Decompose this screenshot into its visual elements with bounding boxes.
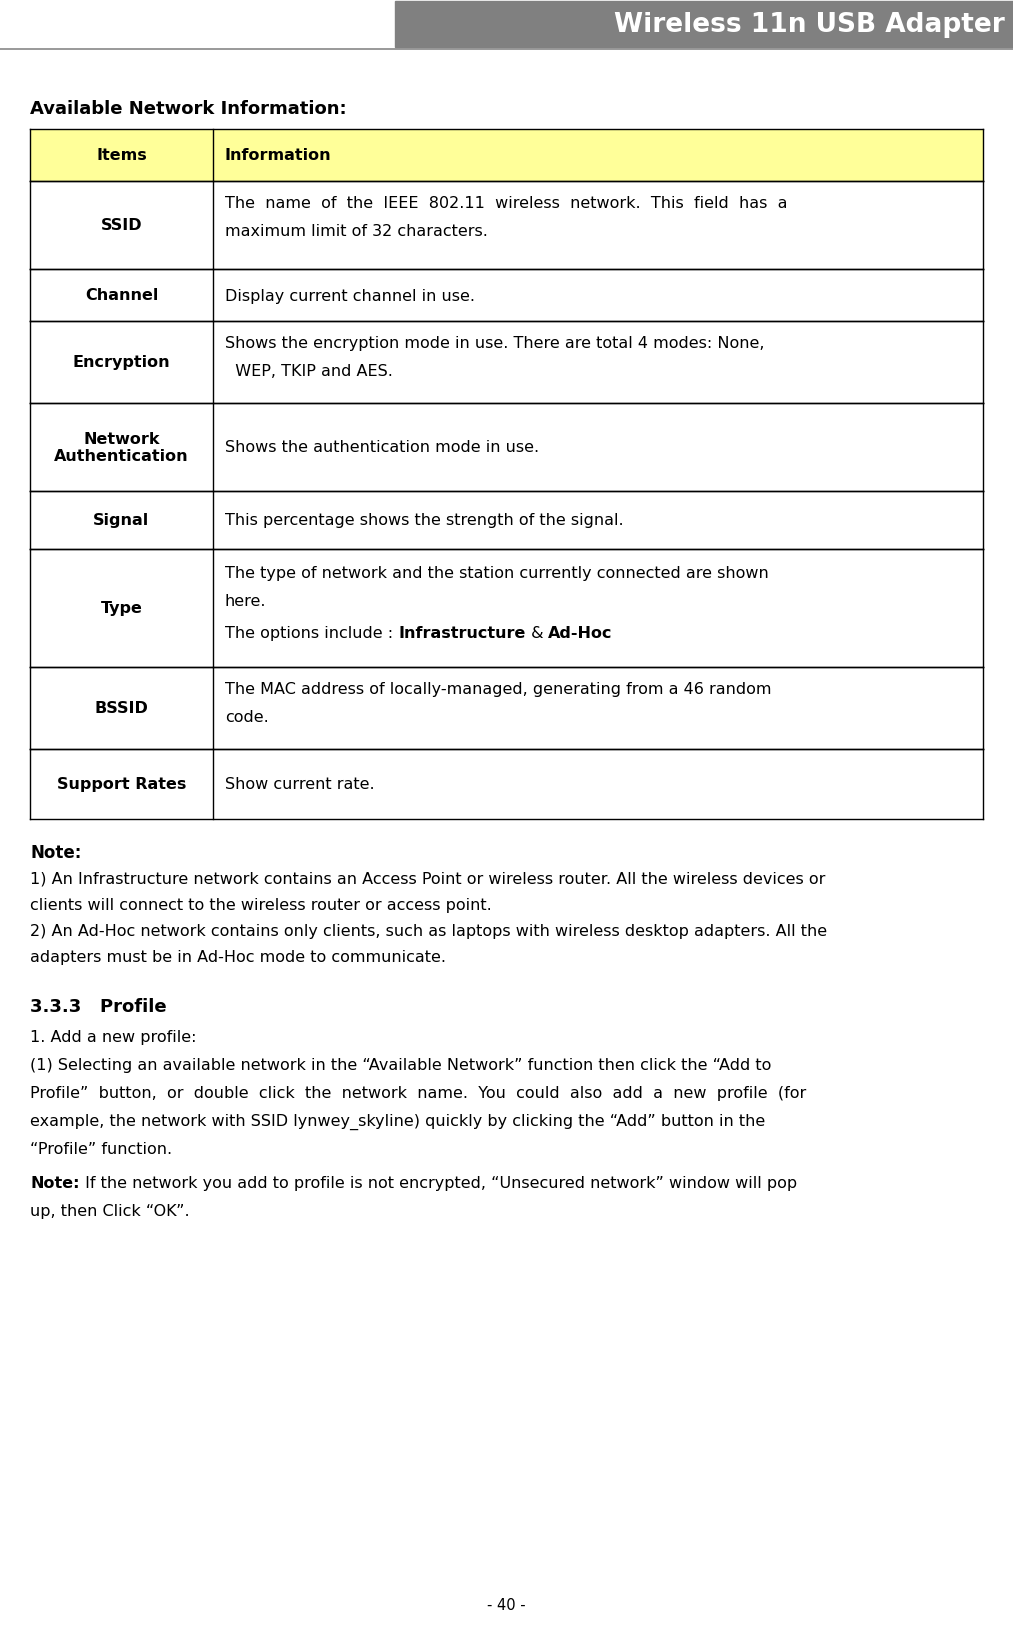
Text: Support Rates: Support Rates — [57, 778, 186, 792]
Text: If the network you add to profile is not encrypted, “Unsecured network” window w: If the network you add to profile is not… — [79, 1175, 796, 1190]
Text: Note:: Note: — [30, 843, 81, 862]
Bar — [30, 130, 213, 183]
Text: Items: Items — [96, 148, 147, 163]
Text: 3.3.3   Profile: 3.3.3 Profile — [30, 998, 166, 1015]
Text: Show current rate.: Show current rate. — [225, 778, 375, 792]
Text: Profile”  button,  or  double  click  the  network  name.  You  could  also  add: Profile” button, or double click the net… — [30, 1086, 806, 1100]
Text: Channel: Channel — [85, 289, 158, 303]
Text: “Profile” function.: “Profile” function. — [30, 1141, 172, 1156]
Text: code.: code. — [225, 709, 268, 725]
Text: Type: Type — [100, 601, 143, 616]
Bar — [213, 750, 983, 820]
Bar — [213, 321, 983, 404]
Bar — [30, 183, 213, 271]
Bar — [213, 130, 983, 183]
Bar — [30, 492, 213, 549]
Text: Shows the authentication mode in use.: Shows the authentication mode in use. — [225, 440, 539, 455]
Text: Note:: Note: — [30, 1175, 79, 1190]
Text: example, the network with SSID lynwey_skyline) quickly by clicking the “Add” but: example, the network with SSID lynwey_sk… — [30, 1113, 765, 1130]
Text: Ad-Hoc: Ad-Hoc — [548, 626, 613, 641]
Text: Shows the encryption mode in use. There are total 4 modes: None,: Shows the encryption mode in use. There … — [225, 336, 765, 350]
Text: Signal: Signal — [93, 513, 150, 528]
Bar — [30, 668, 213, 750]
Text: here.: here. — [225, 593, 266, 608]
Text: Display current channel in use.: Display current channel in use. — [225, 289, 475, 303]
Text: up, then Click “OK”.: up, then Click “OK”. — [30, 1203, 189, 1218]
Text: 2) An Ad-Hoc network contains only clients, such as laptops with wireless deskto: 2) An Ad-Hoc network contains only clien… — [30, 924, 828, 939]
Text: Infrastructure: Infrastructure — [398, 626, 526, 641]
Text: The type of network and the station currently connected are shown: The type of network and the station curr… — [225, 566, 769, 580]
Bar — [395, 2, 1013, 47]
Bar — [213, 271, 983, 321]
Text: &: & — [526, 626, 548, 641]
Bar — [213, 183, 983, 271]
Text: 1) An Infrastructure network contains an Access Point or wireless router. All th: 1) An Infrastructure network contains an… — [30, 872, 826, 887]
Text: (1) Selecting an available network in the “Available Network” function then clic: (1) Selecting an available network in th… — [30, 1058, 771, 1073]
Text: 1. Add a new profile:: 1. Add a new profile: — [30, 1030, 197, 1045]
Text: This percentage shows the strength of the signal.: This percentage shows the strength of th… — [225, 513, 624, 528]
Text: Encryption: Encryption — [73, 355, 170, 370]
Text: Note:: Note: — [30, 1175, 79, 1190]
Bar — [213, 492, 983, 549]
Bar — [213, 668, 983, 750]
Text: clients will connect to the wireless router or access point.: clients will connect to the wireless rou… — [30, 898, 491, 913]
Text: The options include :: The options include : — [225, 626, 398, 641]
Text: - 40 -: - 40 - — [487, 1597, 526, 1612]
Text: SSID: SSID — [100, 218, 142, 233]
Bar — [30, 404, 213, 492]
Text: WEP, TKIP and AES.: WEP, TKIP and AES. — [225, 363, 393, 378]
Text: Network
Authentication: Network Authentication — [54, 432, 188, 465]
Text: maximum limit of 32 characters.: maximum limit of 32 characters. — [225, 223, 488, 240]
Text: The MAC address of locally-managed, generating from a 46 random: The MAC address of locally-managed, gene… — [225, 681, 772, 696]
Bar — [30, 750, 213, 820]
Bar — [30, 549, 213, 668]
Text: The  name  of  the  IEEE  802.11  wireless  network.  This  field  has  a: The name of the IEEE 802.11 wireless net… — [225, 196, 787, 210]
Text: BSSID: BSSID — [94, 701, 149, 716]
Bar — [30, 271, 213, 321]
Bar — [213, 549, 983, 668]
Text: Available Network Information:: Available Network Information: — [30, 99, 346, 117]
Text: Wireless 11n USB Adapter: Wireless 11n USB Adapter — [614, 11, 1005, 37]
Text: Information: Information — [225, 148, 331, 163]
Bar — [213, 404, 983, 492]
Bar — [30, 321, 213, 404]
Text: adapters must be in Ad-Hoc mode to communicate.: adapters must be in Ad-Hoc mode to commu… — [30, 949, 446, 965]
